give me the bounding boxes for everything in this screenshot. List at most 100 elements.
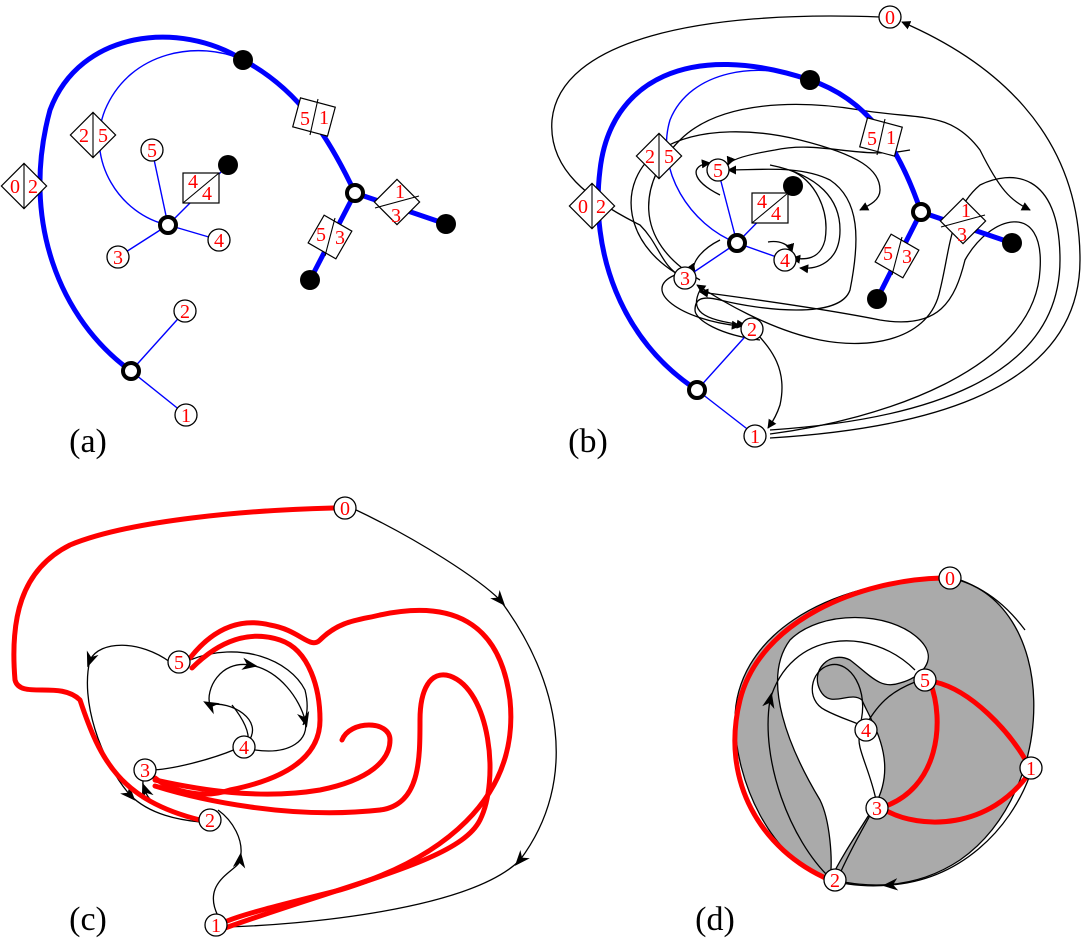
panel-a-diamond-53: 5 3	[307, 214, 353, 260]
diamond-label: 4	[188, 171, 198, 193]
diamond-label: 5	[883, 243, 893, 265]
panel-b-diamond-53: 5 3	[874, 233, 920, 279]
panel-a-diamond-44: 4 4	[182, 171, 220, 205]
diamond-label: 3	[902, 246, 912, 268]
panel-b-white-vertex	[727, 233, 747, 253]
panel-b-spoke	[696, 328, 753, 391]
diamond-label: 4	[202, 183, 212, 205]
panel-a-node: 3	[106, 245, 130, 269]
panel-c-node: 1	[204, 913, 228, 937]
svg-text:3: 3	[113, 247, 123, 269]
panel-a: 0 2 2 5 5 1 4 4 1 3	[0, 34, 456, 460]
panel-b: 0 2 2 5 5 1 4 4 1 3	[551, 5, 1081, 460]
panel-c-curve	[86, 644, 201, 823]
panel-d-curve	[865, 681, 916, 726]
panel-b-white-vertex	[687, 380, 707, 400]
panel-b-diamond-25: 2 5	[635, 132, 683, 180]
panel-b-curve	[726, 146, 911, 166]
panel-d-red-curve	[877, 679, 940, 811]
panel-b-curve	[789, 169, 827, 264]
panel-b-inner-arc	[665, 69, 811, 244]
svg-text:2: 2	[180, 301, 190, 323]
panel-a-spoke-2	[130, 310, 186, 372]
panel-b-blue-arc	[595, 62, 924, 393]
diamond-label: 2	[596, 196, 606, 218]
panel-b-spoke	[696, 389, 756, 436]
diamond-label: 3	[957, 224, 967, 246]
panel-a-node: 4	[207, 228, 231, 252]
diamond-label: 0	[578, 196, 588, 218]
panel-a-diamond-51: 5 1	[291, 97, 337, 137]
panel-b-node: 2	[740, 317, 764, 341]
diamond-label: 3	[391, 205, 401, 227]
panel-d-red-curve	[732, 575, 945, 883]
panel-c-red-curve	[152, 672, 493, 931]
diamond-label: 1	[886, 127, 896, 149]
panel-b-curve	[661, 274, 741, 330]
panel-c-red-curve	[152, 633, 323, 797]
panel-d-curve	[762, 640, 916, 879]
panel-d-label: (d)	[695, 901, 735, 938]
panel-c-node: 3	[133, 758, 157, 782]
panel-b-curve	[648, 103, 1031, 281]
panel-b-spoke	[717, 169, 738, 244]
panel-a-white-vertex	[158, 215, 178, 235]
panel-b-black-vertex	[1002, 233, 1022, 253]
svg-text:0: 0	[340, 498, 350, 520]
diamond-label: 5	[664, 146, 674, 168]
panel-a-spoke-1	[130, 370, 187, 416]
panel-c-label: (c)	[69, 901, 107, 938]
panel-a-black-vertex	[218, 155, 238, 175]
diamond-label: 1	[319, 107, 329, 129]
svg-text:4: 4	[239, 737, 249, 759]
panel-b-node: 4	[773, 248, 797, 272]
panel-c: 0 1 2 3 4 5 (c)	[11, 496, 557, 938]
panel-b-node: 1	[743, 424, 767, 448]
panel-a-blue-arc	[37, 34, 358, 374]
panel-b-diamond-44: 4 4	[751, 191, 789, 225]
diamond-label: 4	[757, 191, 767, 213]
diamond-label: 2	[28, 176, 38, 198]
svg-text:3: 3	[680, 268, 690, 290]
panel-a-black-vertex	[300, 270, 320, 290]
panel-b-diamond-51: 5 1	[858, 117, 904, 157]
panel-c-node: 2	[198, 808, 222, 832]
panel-a-white-vertex	[121, 361, 141, 381]
diamond-label: 2	[645, 146, 655, 168]
panel-c-node: 4	[232, 735, 256, 759]
panel-d-node: 0	[938, 566, 962, 590]
svg-text:4: 4	[780, 250, 790, 272]
panel-d-node: 5	[913, 668, 937, 692]
svg-text:5: 5	[174, 652, 184, 674]
panel-b-curve	[551, 15, 881, 279]
panel-c-curve	[189, 651, 308, 726]
diamond-label: 1	[961, 200, 971, 222]
panel-c-red-curve	[152, 722, 393, 797]
panel-b-node: 3	[673, 266, 697, 290]
panel-a-spoke-5	[151, 149, 169, 226]
panel-c-red-curve	[187, 607, 514, 925]
diamond-label: 3	[335, 227, 345, 249]
panel-b-label: (b)	[568, 423, 608, 460]
panel-c-node: 5	[167, 650, 191, 674]
diamond-label: 5	[316, 224, 326, 246]
diamond-label: 4	[771, 203, 781, 225]
panel-a-diamond-13: 1 3	[373, 178, 421, 227]
panel-b-diamond-02: 0 2	[568, 182, 616, 230]
svg-text:0: 0	[885, 7, 895, 29]
panel-d-node: 4	[854, 718, 878, 742]
panel-d-curve	[858, 734, 877, 801]
diamond-label: 5	[300, 108, 310, 130]
panel-d-node: 2	[823, 868, 847, 892]
panel-d-node: 1	[1019, 756, 1043, 780]
svg-text:1: 1	[750, 426, 760, 448]
panel-a-inner-arc	[98, 49, 244, 226]
panel-b-curve	[695, 159, 721, 196]
svg-text:1: 1	[211, 915, 221, 937]
panel-b-black-vertex	[867, 289, 887, 309]
panel-a-label: (a)	[69, 423, 107, 460]
panel-b-curve	[769, 164, 841, 274]
panel-b-curve	[694, 165, 857, 341]
panel-b-node: 5	[706, 158, 730, 182]
